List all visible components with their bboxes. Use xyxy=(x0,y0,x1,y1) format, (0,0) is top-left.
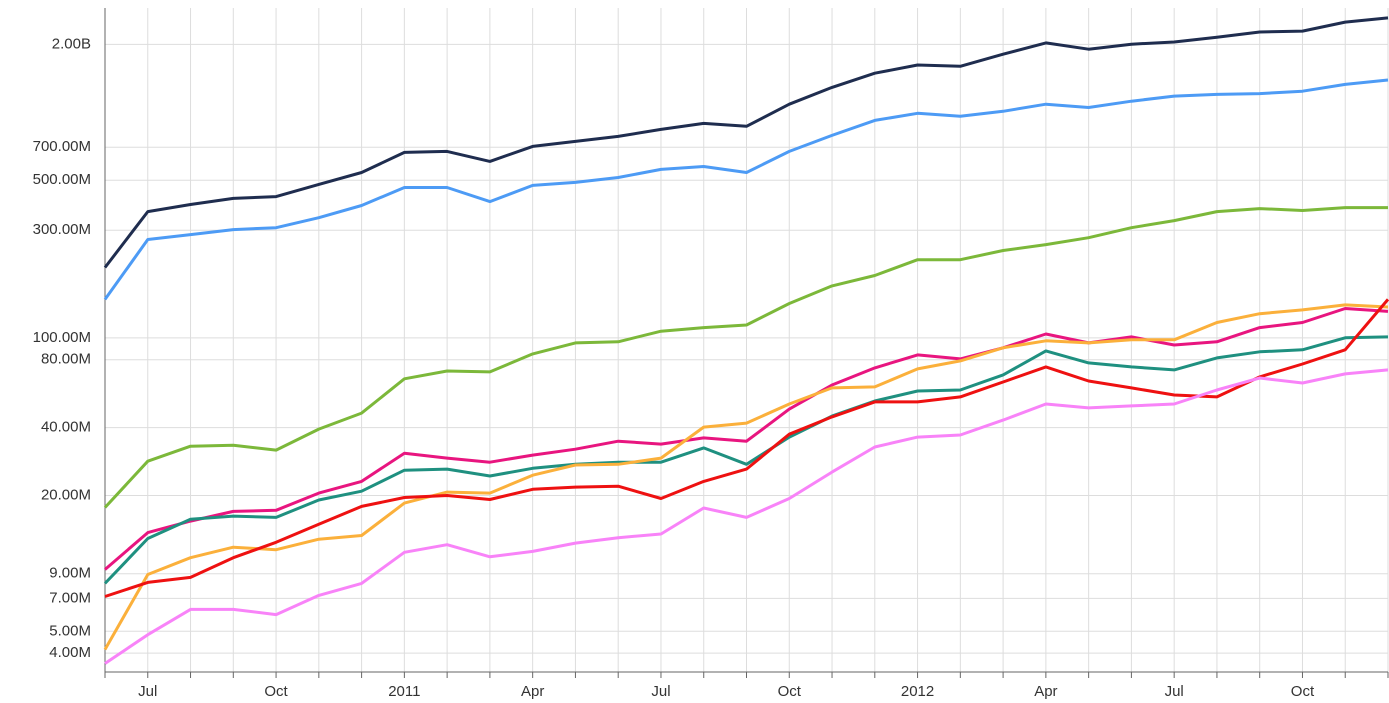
series-line xyxy=(103,206,1388,509)
y-tick-label: 700.00M xyxy=(33,138,91,155)
x-tick-label: 2011 xyxy=(388,683,420,700)
y-tick-label: 20.00M xyxy=(41,486,91,503)
y-tick-label: 500.00M xyxy=(33,171,91,188)
x-tick-label: Jul xyxy=(651,683,670,700)
series-line xyxy=(103,303,1389,651)
y-tick-label: 9.00M xyxy=(49,565,91,582)
x-tick-label: Apr xyxy=(1034,683,1057,700)
y-tick-label: 4.00M xyxy=(49,644,91,661)
y-tick-label: 5.00M xyxy=(49,622,91,639)
x-tick-label: 2012 xyxy=(901,683,934,700)
series-line xyxy=(103,16,1389,269)
y-tick-label: 80.00M xyxy=(41,351,91,368)
y-tick-label: 100.00M xyxy=(33,329,91,346)
x-tick-label: Oct xyxy=(778,683,802,700)
series-line xyxy=(104,307,1389,571)
x-tick-label: Oct xyxy=(1291,683,1315,700)
series-line xyxy=(104,368,1389,665)
y-tick-label: 7.00M xyxy=(49,589,91,606)
x-tick-label: Jul xyxy=(138,683,157,700)
series-line xyxy=(103,78,1389,301)
series-line xyxy=(104,298,1389,598)
y-tick-label: 2.00B xyxy=(52,35,91,52)
series-line xyxy=(103,335,1389,585)
x-tick-label: Jul xyxy=(1165,683,1184,700)
x-tick-label: Apr xyxy=(521,683,544,700)
x-tick-label: Oct xyxy=(264,683,288,700)
y-tick-label: 40.00M xyxy=(41,419,91,436)
y-tick-label: 300.00M xyxy=(33,221,91,238)
